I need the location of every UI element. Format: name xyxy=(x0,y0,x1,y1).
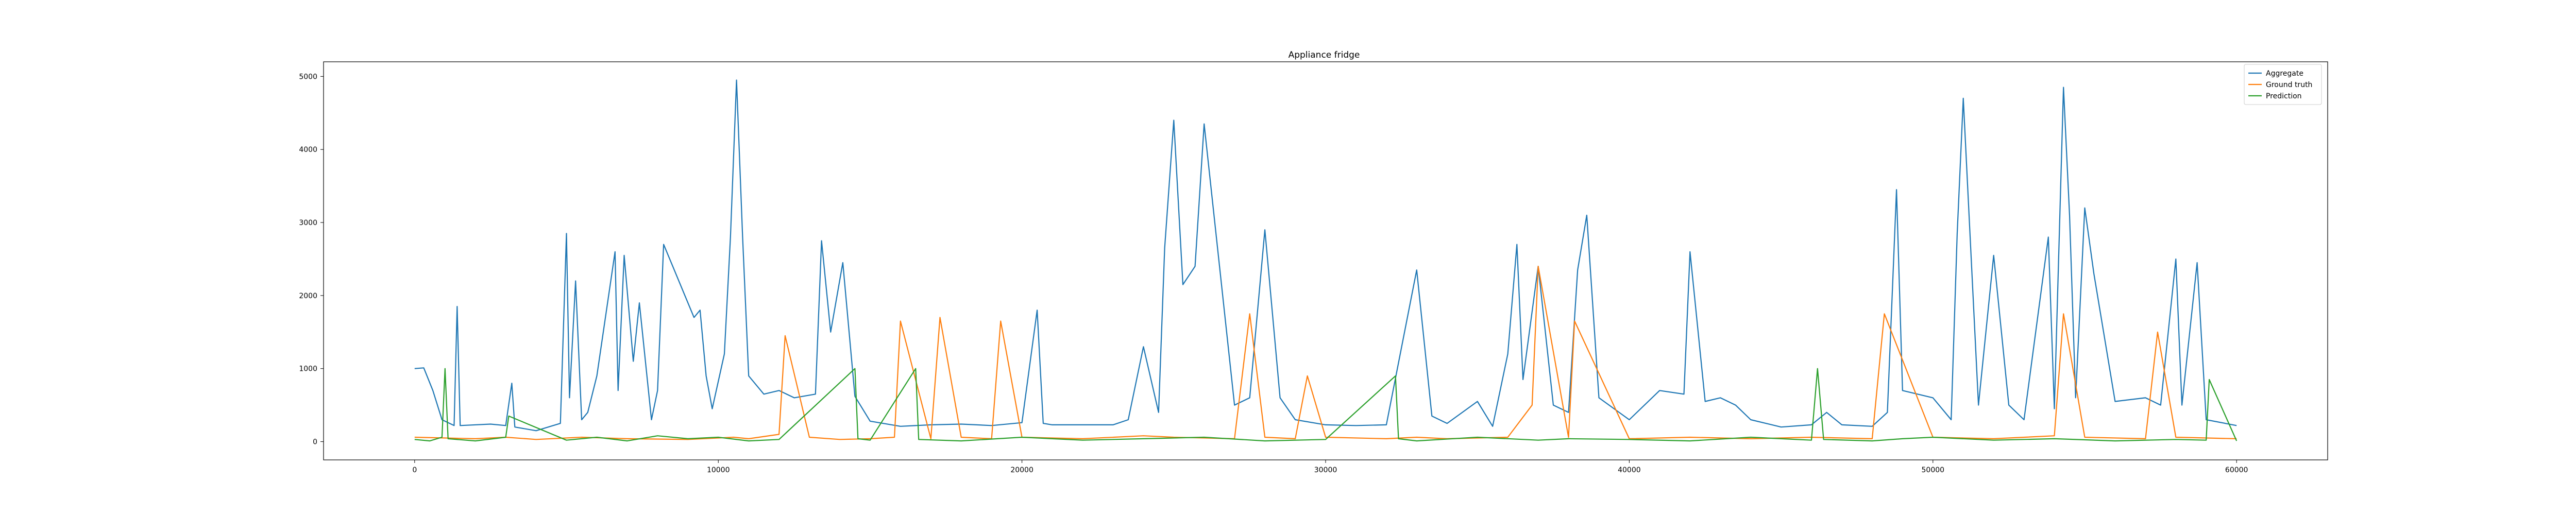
x-tick-label: 60000 xyxy=(2225,466,2248,474)
series-line-ground-truth xyxy=(414,266,2237,440)
x-tick-label: 50000 xyxy=(1922,466,1945,474)
series-line-prediction xyxy=(414,368,2238,442)
x-tick-label: 30000 xyxy=(1314,466,1337,474)
x-tick-label: 40000 xyxy=(1618,466,1641,474)
plot-area: 0 10000 20000 30000 40000 50000 60000 0 1000 2000… xyxy=(299,61,2328,474)
x-tick-label: 0 xyxy=(412,466,417,474)
y-tick-label: 5000 xyxy=(299,73,317,81)
y-tick-label: 3000 xyxy=(299,219,317,227)
chart-title: Appliance fridge xyxy=(1289,50,1360,60)
x-tick-label: 10000 xyxy=(707,466,730,474)
x-tick-label: 20000 xyxy=(1010,466,1033,474)
legend-box xyxy=(2244,64,2322,105)
series-line-aggregate xyxy=(414,79,2237,432)
legend-label-aggregate: Aggregate xyxy=(2266,70,2303,78)
y-tick-label: 0 xyxy=(313,438,317,447)
legend-label-prediction: Prediction xyxy=(2266,92,2302,100)
legend: Aggregate Ground truth Prediction xyxy=(2244,64,2322,105)
y-tick-label: 2000 xyxy=(299,292,317,300)
legend-label-ground-truth: Ground truth xyxy=(2266,81,2312,89)
y-tick-label: 1000 xyxy=(299,365,317,373)
y-tick-label: 4000 xyxy=(299,146,317,154)
